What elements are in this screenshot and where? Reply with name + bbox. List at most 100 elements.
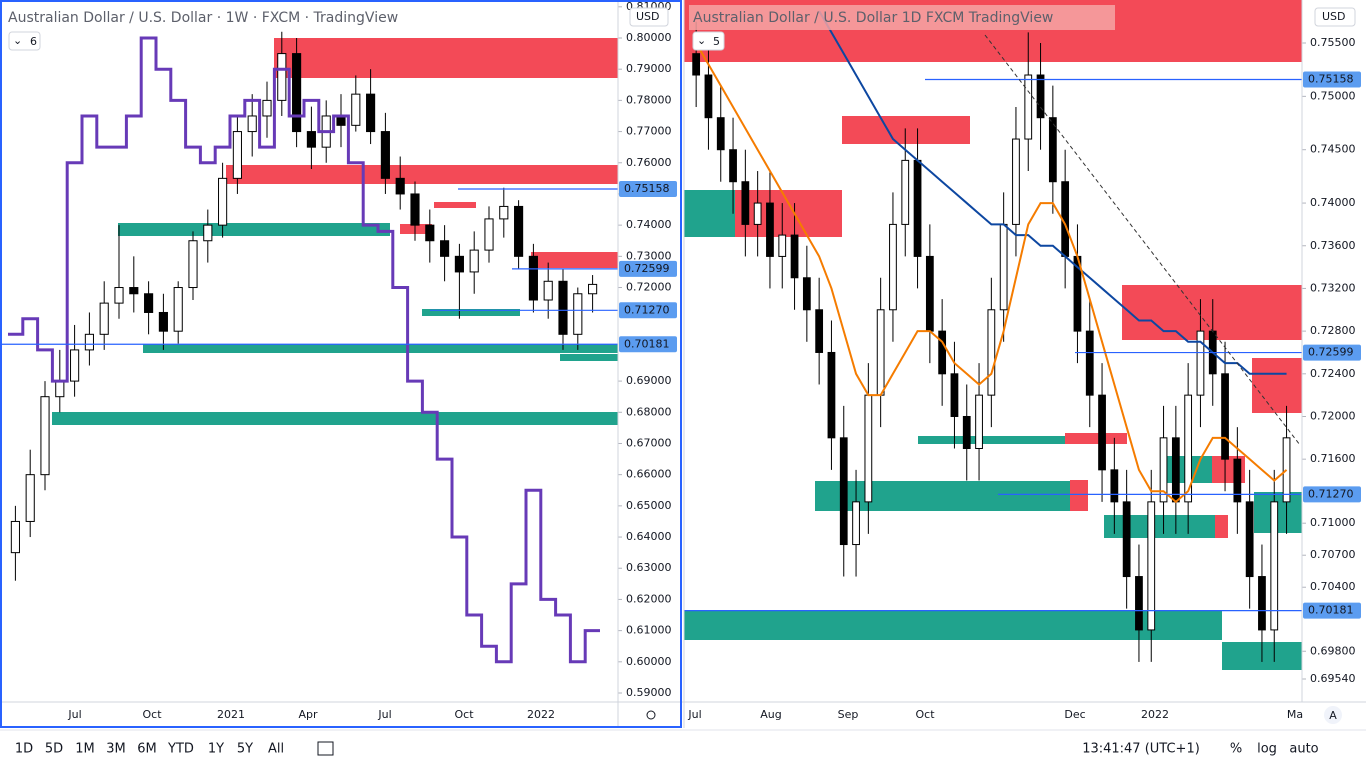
scale-option[interactable]: % <box>1230 742 1242 757</box>
x-tick-label: Jul <box>67 708 81 721</box>
date-range-icon[interactable] <box>317 741 334 756</box>
range-button[interactable]: All <box>268 742 284 757</box>
candle-body <box>1221 373 1229 460</box>
x-tick-label: Apr <box>298 708 318 721</box>
level-label: 0.72599 <box>1308 346 1354 359</box>
candle-body <box>1233 458 1242 503</box>
zone <box>143 344 618 353</box>
range-button[interactable]: 1D <box>15 742 33 757</box>
candle-body <box>188 240 198 289</box>
candle-body <box>292 53 302 133</box>
candle-body <box>55 380 65 398</box>
y-tick-label: 0.72400 <box>1310 367 1356 380</box>
x-tick-label: Sep <box>838 708 859 721</box>
candle-body <box>1048 117 1057 183</box>
zone <box>1252 358 1302 413</box>
candle-body <box>716 117 725 151</box>
y-tick-label: 0.66000 <box>626 468 672 481</box>
auto-scale-button[interactable] <box>1324 706 1342 724</box>
candle-body <box>25 474 35 522</box>
left-pane <box>0 31 618 664</box>
candle-body <box>1098 394 1106 471</box>
candle-body <box>778 234 787 257</box>
candle-body <box>1184 394 1193 503</box>
range-button[interactable]: 1Y <box>208 742 224 757</box>
level-label: 0.75158 <box>1308 72 1354 85</box>
y-tick-label: 0.72000 <box>626 281 672 294</box>
candle-body <box>1085 330 1094 396</box>
candle-body <box>962 415 971 450</box>
overlay-layer: 0.810000.800000.790000.780000.770000.760… <box>67 0 1361 721</box>
candle-body <box>1258 576 1266 631</box>
x-tick-label: 2022 <box>527 708 555 721</box>
candle-body <box>84 333 94 351</box>
candle-body <box>1245 501 1254 578</box>
indicator-line <box>8 36 600 664</box>
candle-body <box>454 255 464 273</box>
zone <box>118 223 390 236</box>
candle-body <box>1147 501 1156 631</box>
range-button[interactable]: 5D <box>45 742 63 757</box>
x-tick-label: Dec <box>1064 708 1085 721</box>
currency-button[interactable] <box>629 7 669 27</box>
y-tick-label: 0.75000 <box>1310 89 1356 102</box>
candle-body <box>144 293 154 313</box>
range-button[interactable]: 6M <box>137 742 157 757</box>
settings-icon[interactable] <box>646 710 656 720</box>
candle-body <box>440 240 450 257</box>
level-label-bg <box>619 260 677 277</box>
x-tick-label: Oct <box>915 708 935 721</box>
candle-body <box>218 177 228 226</box>
level-label-bg <box>1303 602 1361 619</box>
x-tick-label: Oct <box>142 708 162 721</box>
candle-body <box>114 287 124 304</box>
candle-body <box>484 218 494 251</box>
candle-body <box>925 255 934 332</box>
candle-body <box>158 311 168 332</box>
candle-body <box>10 520 20 554</box>
level-label: 0.70181 <box>624 337 670 350</box>
candle-body <box>753 202 762 225</box>
candle-body <box>987 309 996 396</box>
candle-body <box>1122 501 1131 578</box>
zone <box>422 309 520 316</box>
y-tick-label: 0.69000 <box>626 374 672 387</box>
y-tick-label: 0.80000 <box>626 31 672 44</box>
scale-option[interactable]: log <box>1257 742 1277 757</box>
range-button[interactable]: 1M <box>75 742 95 757</box>
candle-body <box>815 309 824 353</box>
candle-body <box>425 224 435 242</box>
x-tick-label: Jul <box>377 708 391 721</box>
candle-body <box>99 302 109 335</box>
candle-body <box>975 394 983 450</box>
currency-button[interactable] <box>1314 7 1356 27</box>
zone <box>684 610 1222 640</box>
candle-body <box>543 280 553 301</box>
indicator-toggle[interactable] <box>8 31 41 51</box>
zone <box>560 354 618 361</box>
candle-body <box>499 205 509 220</box>
level-label-bg <box>619 181 677 198</box>
level-label-bg <box>1303 486 1361 503</box>
zone <box>531 252 618 268</box>
y-tick-label: 0.75500 <box>1310 36 1356 49</box>
y-tick-label: 0.65000 <box>626 499 672 512</box>
range-button[interactable]: 3M <box>106 742 126 757</box>
zone <box>1104 515 1215 538</box>
candle-body <box>827 351 836 439</box>
range-button[interactable]: 5Y <box>237 742 253 757</box>
zone <box>226 165 618 184</box>
indicator-toggle[interactable] <box>692 31 725 51</box>
candle-body <box>528 255 538 301</box>
currency: USD <box>1322 10 1346 23</box>
indicator-count: 6 <box>30 35 37 48</box>
level-label: 0.75158 <box>624 182 670 195</box>
chevron: ⌄ <box>697 34 706 47</box>
y-tick-label: 0.63000 <box>626 561 672 574</box>
candle-body <box>203 224 213 242</box>
range-button[interactable]: YTD <box>167 742 194 757</box>
chevron: ⌄ <box>13 34 22 47</box>
scale-option[interactable]: auto <box>1289 742 1318 757</box>
candle-body <box>1171 437 1180 503</box>
candle-body <box>901 159 910 225</box>
